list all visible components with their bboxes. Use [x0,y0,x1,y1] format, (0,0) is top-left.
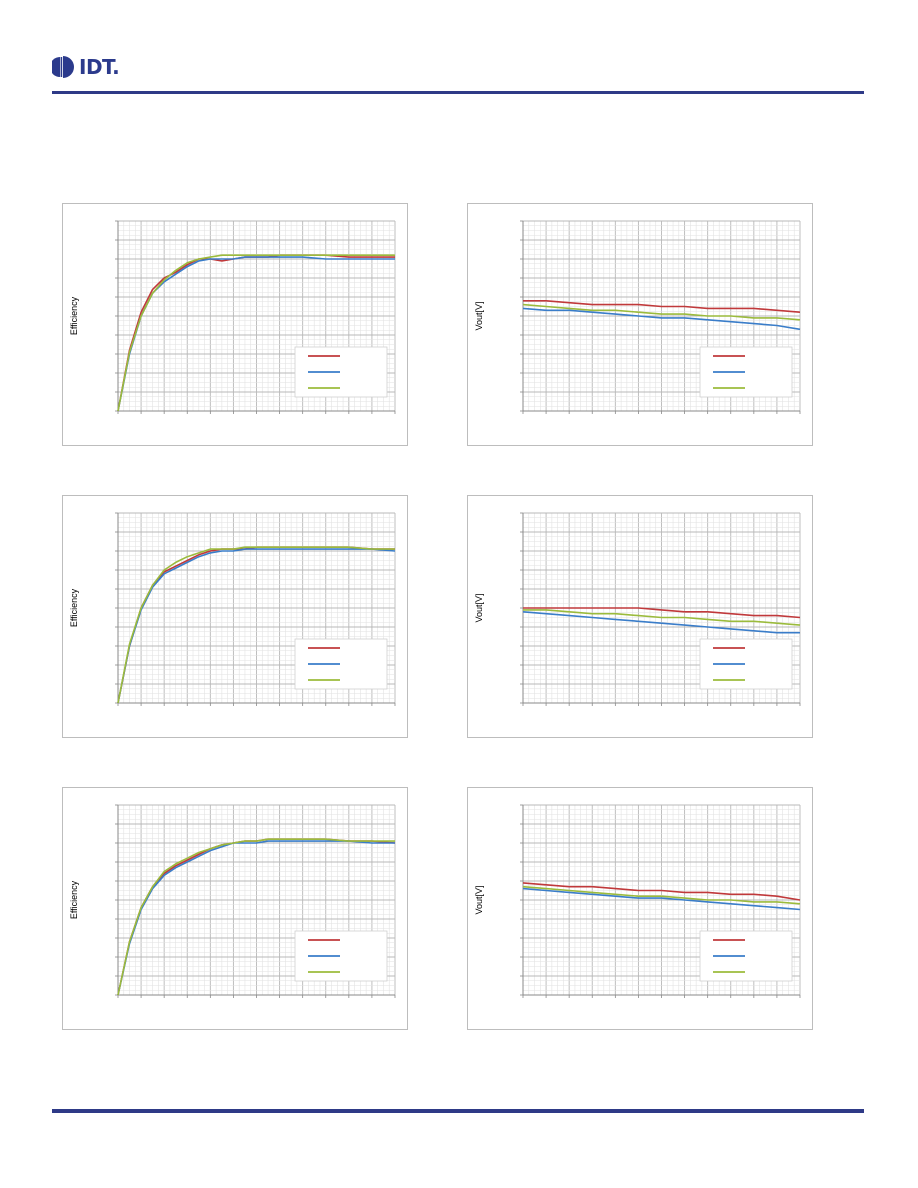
chart-legend [294,638,388,690]
chart-svg: Vout[V] [474,512,801,706]
series-line-1 [523,300,801,313]
series-line-2 [117,548,396,704]
logo-text: IDT. [79,55,120,79]
y-axis-label: Efficiency [69,296,79,335]
chart-legend [294,346,388,398]
series-line-2 [522,611,800,634]
y-axis-label: Vout[V] [474,885,484,914]
y-axis-label: Vout[V] [474,593,484,622]
chart-svg: Vout[V] [474,804,801,998]
chart-4: Vout[V] [467,495,813,738]
series-line-2 [522,307,801,331]
series-line-3 [117,838,395,996]
series-line-3 [523,609,801,626]
chart-svg: Vout[V] [474,220,801,414]
chart-2: Vout[V] [467,203,813,446]
chart-grid [117,512,396,704]
series-line-1 [522,882,801,901]
series-line-2 [522,887,801,911]
y-axis-label: Efficiency [69,588,79,627]
series-line-2 [117,840,395,996]
series-line-3 [117,254,395,412]
series-line-3 [522,303,801,321]
chart-legend [294,930,388,982]
chart-svg: Efficiency [69,804,396,998]
idt-logo-mark-icon [52,56,74,78]
footer-rule [52,1109,864,1113]
chart-1: Efficiency [62,203,408,446]
series-line-3 [522,885,801,905]
chart-svg: Efficiency [69,220,396,414]
series-line-3 [117,546,395,704]
chart-svg: Efficiency [69,512,396,706]
y-axis-label: Vout[V] [474,301,484,330]
y-axis-label: Efficiency [69,880,79,919]
series-line-1 [523,607,801,619]
chart-3: Efficiency [62,495,408,738]
idt-logo: IDT. [52,55,120,79]
chart-legend [699,346,793,398]
chart-legend [699,638,793,690]
header-rule [52,91,864,94]
chart-grid [117,804,396,996]
chart-5: Efficiency [62,787,408,1030]
chart-6: Vout[V] [467,787,813,1030]
chart-legend [699,930,793,982]
